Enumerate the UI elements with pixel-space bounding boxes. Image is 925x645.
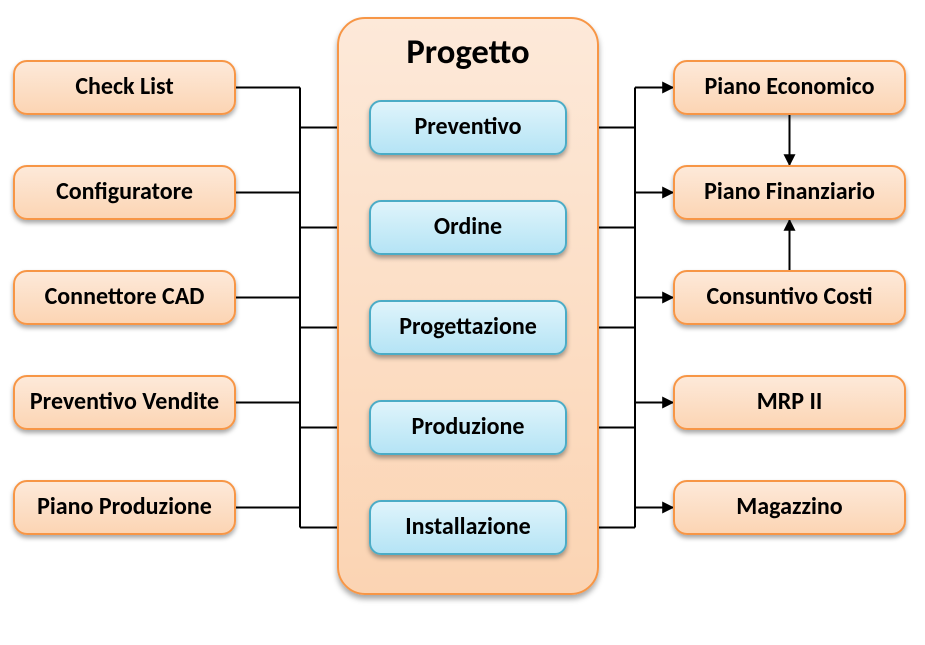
node-label-magazzino: Magazzino bbox=[736, 494, 842, 520]
node-label-progettazione: Progettazione bbox=[399, 314, 537, 340]
node-piano-produzione: Piano Produzione bbox=[13, 480, 236, 535]
node-ordine: Ordine bbox=[369, 200, 567, 255]
node-label-installazione: Installazione bbox=[405, 514, 530, 540]
node-consuntivo-costi: Consuntivo Costi bbox=[673, 270, 906, 325]
node-label-preventivo: Preventivo bbox=[415, 114, 522, 140]
node-preventivo: Preventivo bbox=[369, 100, 567, 155]
node-label-mrp-ii: MRP II bbox=[757, 389, 822, 415]
node-label-consuntivo-costi: Consuntivo Costi bbox=[706, 284, 872, 310]
node-mrp-ii: MRP II bbox=[673, 375, 906, 430]
node-label-configuratore: Configuratore bbox=[56, 179, 193, 205]
node-label-connettore-cad: Connettore CAD bbox=[45, 284, 205, 310]
node-label-produzione: Produzione bbox=[412, 414, 525, 440]
node-check-list: Check List bbox=[13, 60, 236, 115]
node-label-ordine: Ordine bbox=[434, 214, 502, 240]
node-label-preventivo-vendite: Preventivo Vendite bbox=[30, 389, 219, 415]
node-progettazione: Progettazione bbox=[369, 300, 567, 355]
node-piano-finanziario: Piano Finanziario bbox=[673, 165, 906, 220]
node-label-piano-produzione: Piano Produzione bbox=[37, 494, 212, 520]
node-configuratore: Configuratore bbox=[13, 165, 236, 220]
node-installazione: Installazione bbox=[369, 500, 567, 555]
node-piano-economico: Piano Economico bbox=[673, 60, 906, 115]
node-label-piano-finanziario: Piano Finanziario bbox=[704, 179, 875, 205]
node-produzione: Produzione bbox=[369, 400, 567, 455]
node-label-check-list: Check List bbox=[75, 74, 173, 100]
node-magazzino: Magazzino bbox=[673, 480, 906, 535]
node-preventivo-vendite: Preventivo Vendite bbox=[13, 375, 236, 430]
node-label-piano-economico: Piano Economico bbox=[705, 74, 875, 100]
node-connettore-cad: Connettore CAD bbox=[13, 270, 236, 325]
diagram-stage: Progetto Check List Configuratore Connetto… bbox=[0, 0, 925, 645]
progetto-title: Progetto bbox=[339, 33, 597, 71]
